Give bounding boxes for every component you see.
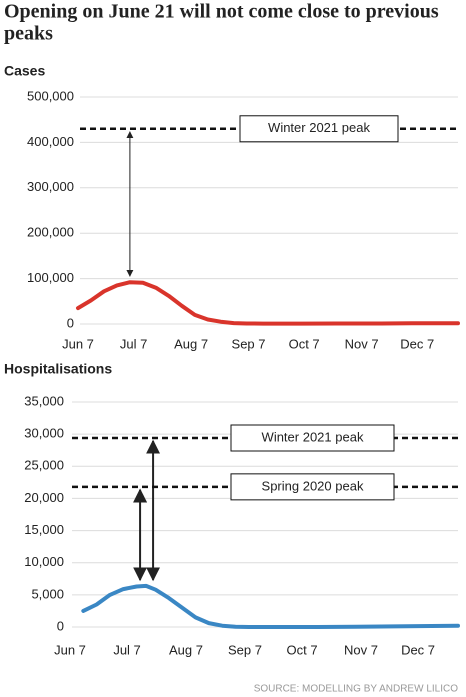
- y-tick-label: 300,000: [27, 179, 74, 194]
- x-tick-label: Jul 7: [120, 336, 147, 351]
- y-tick-label: 10,000: [24, 554, 64, 569]
- reference-label: Winter 2021 peak: [268, 120, 370, 135]
- x-tick-label: Jun 7: [54, 642, 86, 657]
- reference-label-box: [230, 424, 395, 452]
- y-tick-label: 35,000: [24, 393, 64, 408]
- x-tick-label: Dec 7: [401, 642, 435, 657]
- page-title: Opening on June 21 will not come close t…: [4, 1, 439, 45]
- y-tick-label: 5,000: [31, 586, 64, 601]
- x-tick-label: Oct 7: [289, 336, 320, 351]
- x-tick-label: Jun 7: [62, 336, 94, 351]
- y-tick-label: 100,000: [27, 270, 74, 285]
- y-tick-label: 0: [57, 618, 64, 633]
- reference-label-box: [230, 473, 395, 501]
- x-tick-label: Dec 7: [400, 336, 434, 351]
- y-tick-label: 30,000: [24, 426, 64, 441]
- reference-label: Spring 2020 peak: [262, 478, 364, 493]
- x-tick-label: Nov 7: [344, 642, 378, 657]
- y-tick-label: 0: [67, 315, 74, 330]
- reference-label-box: [239, 115, 399, 143]
- x-tick-label: Sep 7: [232, 336, 266, 351]
- title-line-2: peaks: [4, 23, 53, 45]
- x-tick-label: Aug 7: [174, 336, 208, 351]
- x-tick-label: Nov 7: [345, 336, 379, 351]
- x-tick-label: Jul 7: [113, 642, 140, 657]
- x-tick-label: Oct 7: [287, 642, 318, 657]
- x-tick-label: Aug 7: [169, 642, 203, 657]
- y-tick-label: 20,000: [24, 490, 64, 505]
- y-tick-label: 200,000: [27, 225, 74, 240]
- title-line-1: Opening on June 21 will not come close t…: [4, 1, 439, 23]
- chart-title: Cases: [4, 63, 45, 79]
- reference-label: Winter 2021 peak: [262, 429, 364, 444]
- x-tick-label: Sep 7: [228, 642, 262, 657]
- chart-title: Hospitalisations: [4, 361, 112, 377]
- source: SOURCE: MODELLING BY ANDREW LILICO: [254, 684, 459, 695]
- y-tick-label: 500,000: [27, 88, 74, 103]
- series-line: [76, 280, 460, 326]
- y-tick-label: 15,000: [24, 522, 64, 537]
- y-tick-label: 400,000: [27, 134, 74, 149]
- series-line: [81, 583, 460, 629]
- y-tick-label: 25,000: [24, 458, 64, 473]
